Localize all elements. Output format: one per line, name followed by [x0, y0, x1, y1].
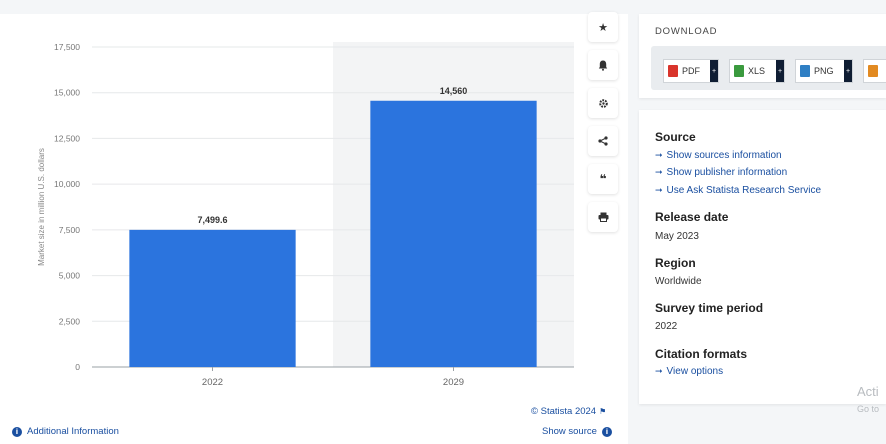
png-file-icon [800, 65, 810, 77]
bar-2022 [129, 229, 296, 367]
download-buttons: PDF + XLS + PNG + [651, 46, 886, 90]
arrow-right-icon: ➞ [655, 151, 663, 161]
show-publisher-label: Show publisher information [666, 167, 788, 178]
chart-toolbar: ★ ❝ [588, 12, 620, 240]
y-axis-label: Market size in million U.S. dollars [37, 148, 46, 266]
gear-icon[interactable] [588, 88, 618, 118]
bell-icon[interactable] [588, 50, 618, 80]
source-card: Source ➞ Show sources information ➞ Show p… [639, 110, 886, 404]
release-date-heading: Release date [655, 210, 729, 224]
y-tick-label: 2,500 [59, 316, 81, 326]
survey-period-heading: Survey time period [655, 301, 764, 315]
show-sources-link[interactable]: ➞ Show sources information [655, 150, 782, 161]
info-icon: i [601, 426, 612, 437]
download-card: DOWNLOAD PDF + XLS + PNG + [639, 14, 886, 98]
pdf-label: PDF [682, 66, 700, 76]
research-service-link[interactable]: ➞ Use Ask Statista Research Service [655, 185, 821, 196]
source-heading: Source [655, 130, 696, 144]
flag-icon: ⚑ [599, 407, 607, 416]
activation-watermark-sub: Go to [857, 404, 880, 414]
arrow-right-icon: ➞ [655, 168, 663, 178]
print-icon[interactable] [588, 202, 618, 232]
y-tick-label: 12,500 [54, 133, 80, 143]
info-icon: i [12, 426, 22, 437]
y-tick-label: 15,000 [54, 88, 80, 98]
credit-text: © Statista 2024 [531, 406, 597, 417]
y-tick-label: 0 [75, 362, 80, 372]
show-publisher-link[interactable]: ➞ Show publisher information [655, 167, 787, 178]
y-tick-label: 17,500 [54, 42, 80, 52]
region-heading: Region [655, 256, 696, 270]
view-options-link[interactable]: ➞ View options [655, 366, 723, 377]
y-tick-label: 7,500 [59, 225, 81, 235]
bar-2029 [370, 100, 537, 367]
x-tick-label-2022: 2022 [202, 377, 223, 388]
y-tick-label: 5,000 [59, 271, 81, 281]
download-pdf-button[interactable]: PDF + [663, 59, 719, 83]
plus-icon: + [710, 60, 718, 82]
region-value: Worldwide [655, 276, 702, 287]
show-source-link[interactable]: Show source i [542, 426, 612, 437]
additional-information-link[interactable]: i Additional Information [12, 426, 119, 437]
plus-icon: + [776, 60, 784, 82]
download-title: DOWNLOAD [655, 26, 718, 37]
activation-watermark: Acti [857, 384, 879, 399]
bar-chart: 0 2,500 5,000 7,500 10,000 12,500 15,000 17,500… [37, 42, 574, 388]
statista-credit[interactable]: © Statista 2024 ⚑ [531, 406, 606, 417]
xls-label: XLS [748, 66, 766, 76]
chart-card: 0 2,500 5,000 7,500 10,000 12,500 15,000 17,500… [0, 14, 628, 444]
show-sources-label: Show sources information [666, 150, 782, 161]
data-label-2022: 7,499.6 [197, 215, 227, 225]
download-png-button[interactable]: PNG + [795, 59, 853, 83]
research-service-label: Use Ask Statista Research Service [666, 185, 822, 196]
xls-file-icon [734, 65, 744, 77]
x-tick-label-2029: 2029 [443, 377, 464, 388]
quote-icon[interactable]: ❝ [588, 164, 618, 194]
additional-information-label: Additional Information [27, 426, 119, 437]
star-icon[interactable]: ★ [588, 12, 618, 42]
ppt-file-icon [868, 65, 878, 77]
arrow-right-icon: ➞ [655, 186, 663, 196]
share-icon[interactable] [588, 126, 618, 156]
data-label-2029: 14,560 [440, 86, 468, 96]
citation-formats-heading: Citation formats [655, 347, 748, 361]
plus-icon: + [844, 60, 852, 82]
survey-period-value: 2022 [655, 321, 678, 332]
download-ppt-button[interactable] [863, 59, 886, 83]
view-options-label: View options [666, 366, 724, 377]
pdf-file-icon [668, 65, 678, 77]
y-tick-label: 10,000 [54, 179, 80, 189]
release-date-value: May 2023 [655, 231, 699, 242]
show-source-label: Show source [542, 426, 597, 437]
arrow-right-icon: ➞ [655, 367, 663, 377]
download-xls-button[interactable]: XLS + [729, 59, 785, 83]
png-label: PNG [814, 66, 834, 76]
